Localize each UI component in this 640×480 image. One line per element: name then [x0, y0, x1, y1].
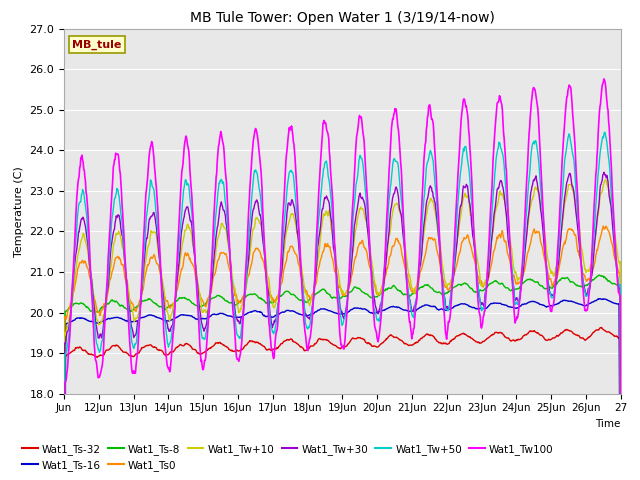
Wat1_Tw100 [87, 275, 95, 281]
Wat1_Tw+50 [601, 130, 609, 135]
Wat1_Tw+50 [589, 244, 596, 250]
Wat1_Ts0 [600, 223, 607, 229]
Wat1_Tw100 [598, 87, 605, 93]
Wat1_Tw+30 [163, 321, 171, 327]
Wat1_Tw100 [600, 76, 608, 82]
Legend: Wat1_Ts-32, Wat1_Ts-16, Wat1_Ts-8, Wat1_Ts0, Wat1_Tw+10, Wat1_Tw+30, Wat1_Tw+50,: Wat1_Ts-32, Wat1_Ts-16, Wat1_Ts-8, Wat1_… [18, 439, 558, 475]
Line: Wat1_Tw100: Wat1_Tw100 [64, 79, 621, 480]
Wat1_Tw+30 [589, 261, 596, 267]
Wat1_Tw+50 [163, 340, 171, 346]
Wat1_Ts-16 [598, 297, 606, 302]
Wat1_Ts0 [598, 230, 605, 236]
Wat1_Tw+30 [291, 210, 299, 216]
Line: Wat1_Tw+50: Wat1_Tw+50 [64, 132, 621, 480]
Title: MB Tule Tower: Open Water 1 (3/19/14-now): MB Tule Tower: Open Water 1 (3/19/14-now… [190, 11, 495, 25]
Wat1_Ts-32 [598, 325, 606, 331]
Wat1_Ts0 [87, 277, 95, 283]
Wat1_Ts-16 [596, 296, 604, 301]
Wat1_Tw100 [388, 120, 396, 126]
Wat1_Tw+10 [291, 218, 299, 224]
Wat1_Tw+10 [388, 213, 396, 219]
Line: Wat1_Ts-32: Wat1_Ts-32 [64, 327, 621, 480]
Text: Time: Time [595, 419, 621, 429]
Line: Wat1_Tw+30: Wat1_Tw+30 [64, 172, 621, 480]
Wat1_Ts0 [589, 265, 596, 271]
Wat1_Tw+10 [87, 270, 95, 276]
Text: MB_tule: MB_tule [72, 40, 122, 50]
Wat1_Ts-8 [163, 305, 171, 311]
Wat1_Ts-8 [598, 273, 606, 279]
Wat1_Tw+50 [598, 140, 605, 145]
Wat1_Tw100 [589, 228, 596, 234]
Wat1_Ts0 [291, 250, 299, 256]
Wat1_Ts-32 [589, 330, 596, 336]
Wat1_Ts0 [163, 298, 171, 303]
Wat1_Tw+50 [291, 189, 299, 195]
Wat1_Tw+30 [388, 199, 396, 205]
Wat1_Ts-16 [388, 304, 396, 310]
Wat1_Ts-16 [291, 309, 299, 315]
Line: Wat1_Ts-8: Wat1_Ts-8 [64, 275, 621, 480]
Wat1_Ts-8 [589, 277, 596, 283]
Wat1_Ts-8 [291, 293, 299, 299]
Wat1_Ts-16 [87, 319, 95, 324]
Line: Wat1_Ts-16: Wat1_Ts-16 [64, 299, 621, 480]
Line: Wat1_Tw+10: Wat1_Tw+10 [64, 180, 621, 480]
Wat1_Tw+10 [163, 308, 171, 314]
Wat1_Ts-32 [291, 339, 299, 345]
Wat1_Ts-16 [163, 318, 171, 324]
Wat1_Tw+10 [589, 249, 596, 255]
Wat1_Tw+30 [87, 271, 95, 276]
Line: Wat1_Ts0: Wat1_Ts0 [64, 226, 621, 480]
Wat1_Tw+50 [87, 269, 95, 275]
Wat1_Ts-8 [87, 308, 95, 314]
Wat1_Ts-8 [388, 284, 396, 290]
Wat1_Ts-32 [87, 351, 95, 357]
Wat1_Tw100 [291, 156, 299, 162]
Wat1_Tw+10 [598, 190, 605, 195]
Wat1_Ts0 [388, 245, 396, 251]
Wat1_Tw+10 [602, 177, 609, 182]
Wat1_Ts-32 [598, 324, 605, 330]
Wat1_Ts-8 [595, 272, 603, 278]
Wat1_Ts-32 [163, 352, 171, 358]
Wat1_Tw100 [163, 363, 171, 369]
Wat1_Ts-16 [589, 299, 596, 305]
Y-axis label: Temperature (C): Temperature (C) [14, 166, 24, 257]
Wat1_Tw+50 [388, 169, 396, 175]
Wat1_Tw+30 [600, 169, 608, 175]
Wat1_Tw+30 [598, 179, 605, 185]
Wat1_Ts-32 [388, 333, 396, 339]
